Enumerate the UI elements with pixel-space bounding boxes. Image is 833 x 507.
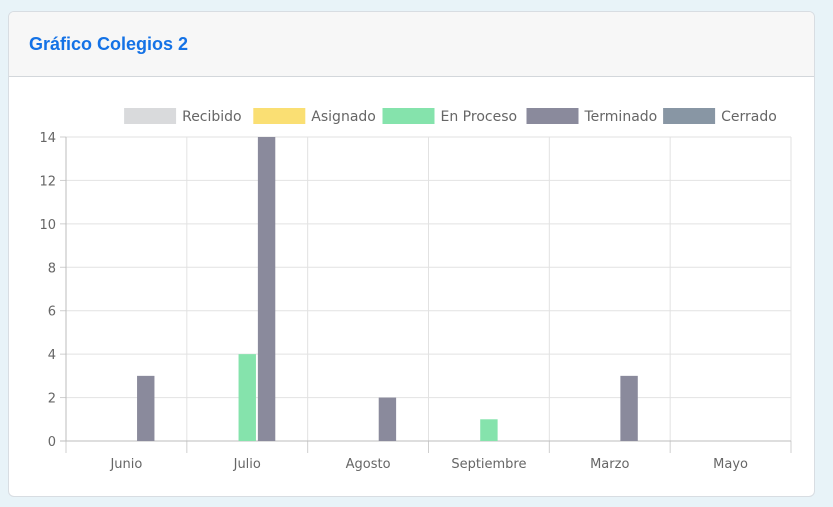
x-tick-label: Julio [233, 457, 261, 472]
card-title: Gráfico Colegios 2 [29, 33, 189, 54]
y-tick-label: 8 [48, 261, 56, 276]
x-tick-label: Agosto [346, 457, 391, 472]
chart-bars [137, 137, 638, 441]
legend-label: Terminado [584, 109, 658, 125]
chart-grid [65, 136, 792, 442]
y-tick-label: 10 [39, 218, 56, 233]
bar-en-proceso [480, 419, 498, 441]
bar-terminado [137, 375, 155, 441]
chart-legend: Recibido Asignado En Proceso Terminado Cerra… [124, 108, 777, 125]
legend-label: En Proceso [441, 109, 518, 125]
legend-label: Asignado [311, 109, 376, 125]
y-axis: 0 2 4 6 8 10 12 14 [39, 131, 67, 453]
bar-terminado [378, 397, 397, 441]
legend-swatch [124, 108, 177, 124]
y-tick-label: 0 [48, 435, 56, 450]
x-tick-label: Mayo [713, 457, 748, 472]
y-tick-label: 12 [39, 174, 56, 189]
y-tick-label: 4 [48, 348, 56, 363]
bar-terminado [620, 375, 638, 441]
legend-swatch [526, 108, 579, 124]
y-tick-label: 6 [48, 305, 56, 320]
bar-terminado [257, 137, 276, 441]
y-tick-label: 14 [39, 131, 56, 146]
x-axis: Junio Julio Agosto Septiembre Marzo Mayo [60, 440, 792, 472]
x-tick-label: Septiembre [451, 457, 526, 472]
x-tick-label: Junio [109, 457, 142, 472]
card-header: Gráfico Colegios 2 [9, 12, 814, 77]
bar-en-proceso [238, 354, 256, 441]
legend-swatch [382, 108, 435, 124]
x-tick-label: Marzo [590, 457, 629, 472]
legend-swatch [253, 108, 306, 124]
legend-label: Cerrado [721, 109, 777, 125]
y-tick-label: 2 [48, 392, 56, 407]
legend-label: Recibido [182, 109, 242, 125]
legend-swatch [663, 108, 716, 124]
